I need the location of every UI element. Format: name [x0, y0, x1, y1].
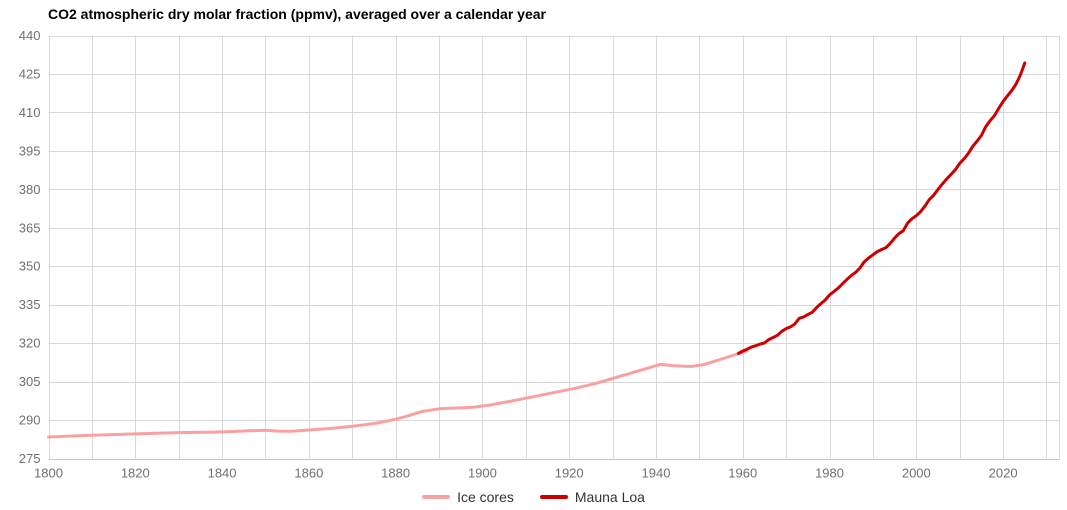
y-tick-label: 410	[19, 105, 41, 120]
x-tick-label: 2020	[989, 466, 1018, 481]
legend-label-ice-cores: Ice cores	[457, 489, 514, 505]
y-tick-label: 440	[19, 28, 41, 43]
y-tick-label: 350	[19, 259, 41, 274]
y-tick-label: 290	[19, 413, 41, 428]
series-line-ice-cores	[47, 349, 749, 439]
x-tick-label: 1900	[468, 466, 497, 481]
x-tick-label: 2000	[902, 466, 931, 481]
y-tick-label: 320	[19, 336, 41, 351]
legend-item-ice-cores: Ice cores	[422, 489, 514, 505]
y-tick-label: 425	[19, 66, 41, 81]
series-line-mauna-loa	[736, 61, 1027, 355]
legend-item-mauna-loa: Mauna Loa	[539, 489, 645, 505]
x-tick-label: 1800	[34, 466, 63, 481]
x-tick-label: 1960	[728, 466, 757, 481]
x-tick-label: 1820	[121, 466, 150, 481]
y-tick-label: 335	[19, 297, 41, 312]
x-tick-label: 1920	[555, 466, 584, 481]
x-tick-label: 1880	[381, 466, 410, 481]
legend: Ice cores Mauna Loa	[0, 489, 1067, 505]
y-tick-label: 380	[19, 182, 41, 197]
y-tick-label: 365	[19, 220, 41, 235]
chart-title: CO2 atmospheric dry molar fraction (ppmv…	[48, 6, 546, 22]
y-tick-label: 305	[19, 374, 41, 389]
y-tick-label: 275	[19, 451, 41, 466]
ice-cores-line-swatch	[422, 495, 451, 499]
x-tick-label: 1940	[642, 466, 671, 481]
x-tick-label: 1840	[208, 466, 237, 481]
x-tick-label: 1860	[294, 466, 323, 481]
legend-label-mauna-loa: Mauna Loa	[574, 489, 645, 505]
y-tick-label: 395	[19, 143, 41, 158]
mauna-loa-line-swatch	[539, 495, 568, 499]
x-tick-label: 1980	[815, 466, 844, 481]
